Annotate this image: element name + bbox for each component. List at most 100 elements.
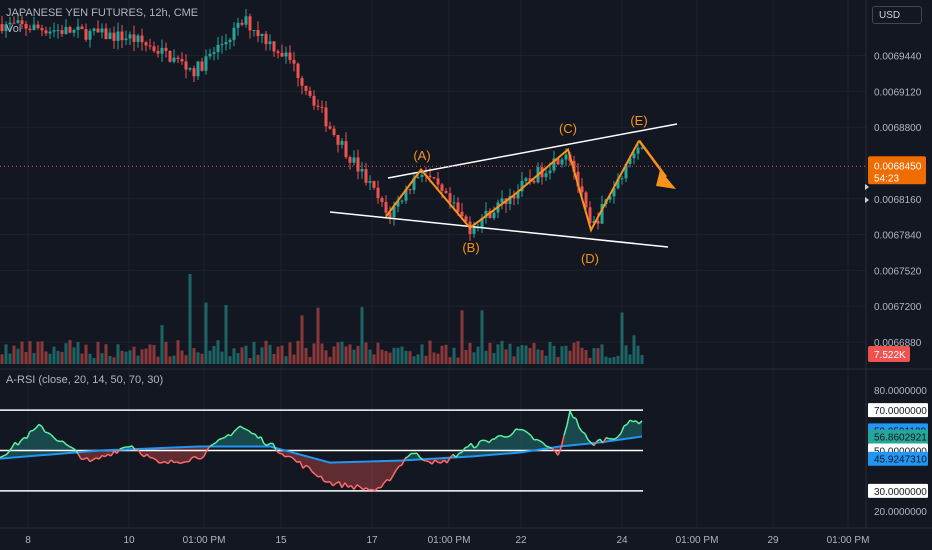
volume-bar [64,343,68,364]
rsi-fill [48,432,51,455]
candle-body [276,51,280,53]
rsi-fill [504,436,507,454]
candle-body [56,30,60,32]
rsi-line-segment [359,486,364,491]
rsi-fill [513,428,516,454]
rsi-fill [237,426,240,447]
candle-body [64,27,68,34]
candle-body [364,169,368,183]
volume-bars [0,274,644,364]
volume-bar [272,353,276,364]
candle-body [216,44,220,53]
candle-body [320,106,324,108]
candle-body [180,59,184,62]
rsi-line-segment [275,449,280,454]
rsi-line-segment [350,485,355,490]
rsi-line-segment [353,484,358,490]
volume-bar [544,355,548,364]
wave-label: (D) [581,251,599,266]
rsi-line-segment [218,437,223,441]
volume-bar [584,350,588,364]
candle-body [44,30,48,34]
rsi-line-segment [191,455,196,459]
rsi-line-segment [434,459,439,463]
rsi-fill [246,429,249,447]
rsi-line-segment [386,478,391,482]
rsi-fill [492,438,495,455]
volume-bar [524,345,528,364]
candle-body [336,134,340,145]
rsi-line-segment [593,440,598,446]
volume-bar [148,344,152,364]
rsi-line-segment [26,431,31,439]
rsi-line-segment [506,435,511,438]
candle-body [344,141,348,158]
volume-bar [336,342,340,364]
candle-body [492,212,496,219]
currency-button[interactable]: USD [872,6,922,24]
volume-bar [468,342,472,364]
rsi-fill [222,437,225,447]
rsi-line-segment [257,436,262,439]
rsi-line-segment [146,453,151,459]
volume-bar [460,310,464,364]
rsi-line-segment [230,431,235,437]
volume-bar [128,350,132,364]
rsi-line-segment [407,453,412,458]
rsi-line-segment [635,420,640,425]
price-scale-marker-icon [865,184,869,190]
candle-body [456,202,460,212]
candle-body [0,24,4,32]
volume-bar [444,344,448,364]
rsi-fill [339,462,342,488]
candle-body [448,193,452,203]
candle-body [148,45,152,47]
candle-body [324,107,328,127]
volume-bar [176,340,180,364]
rsi-fill [243,428,246,447]
rsi-fill [45,432,48,455]
volume-bar [220,351,224,364]
rsi-line-segment [623,423,628,427]
candle-body [160,47,164,54]
price-tick-label: 0.0066880 [874,338,922,349]
time-axis[interactable]: 8 10 01:00 PM 15 17 01:00 PM 22 24 01:00 PM 29 01:… [25,535,869,546]
candle-body [32,24,36,30]
candle-body [600,203,604,224]
volume-bar [48,353,52,364]
volume-bar [116,344,120,364]
rsi-line-segment [494,435,499,440]
rsi-fill [486,440,489,456]
price-scale[interactable]: 0.0069440 0.0069120 0.0068800 0.0068160 0.00… [865,52,928,519]
rsi-line-segment [287,455,292,458]
volume-bar [420,344,424,364]
volume-bar [636,345,640,364]
candle-body [20,20,24,24]
symbol-title: JAPANESE YEN FUTURES, 12h, CME [6,7,199,19]
rsi-line-segment [101,454,106,458]
rsi-fill [51,434,54,455]
current-price-label: 0.0068450 [874,161,922,172]
rsi-line-segment [563,425,568,436]
rsi-line-segment [110,450,115,457]
rsi-fill [507,436,510,454]
rsi-fill [573,417,576,446]
rsi-line-segment [140,453,145,458]
rsi-line-segment [605,436,610,440]
candle-body [168,50,172,62]
rsi-line-segment [161,460,166,464]
wave-label: (C) [559,121,577,136]
candle-body [36,24,40,28]
candle-body [140,35,144,43]
time-tick-label: 01:00 PM [827,535,870,546]
candle-body [40,27,44,31]
rsi-line-segment [2,454,7,457]
candle-body [292,59,296,64]
volume-bar [284,356,288,364]
rsi-line-segment [215,438,220,444]
candle-body [72,30,76,33]
volume-bar [72,347,76,364]
rsi-line-segment [281,453,286,458]
